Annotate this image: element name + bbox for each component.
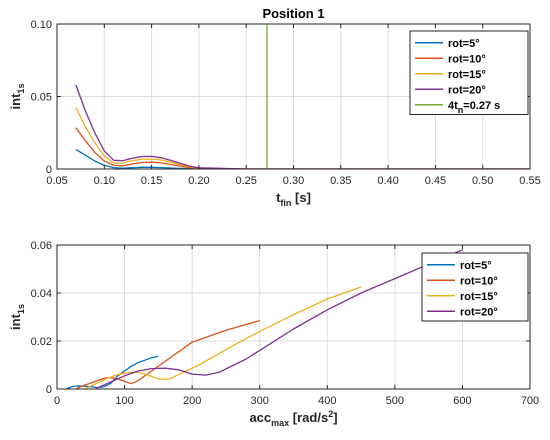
series-line-4 [95,249,463,389]
chart-panel-1: 0.05 0.10 0.15 0.20 0.25 0.30 0.35 0.40 0.45 0.50… [8,6,541,208]
y-tick-label: 0 [46,384,52,396]
x-axis-label: tfin [s] [276,190,311,208]
chart-panel-2: 0 100 200 300 400 500 600 700 0 0.02 0.04 0.06 accma… [8,240,539,428]
label-part: ] [333,410,337,425]
legend-label-1: rot=5° [460,260,492,272]
axes-box [56,244,531,390]
x-tick-label: 0.05 [46,175,67,187]
legend: rot=5° rot=10° rot=15° rot=20° [421,252,529,322]
x-tick-label: 0.25 [235,175,256,187]
legend-label-2: rot=10° [460,275,498,287]
x-tick-label: 200 [183,395,201,407]
legend-label-2: rot=10° [448,53,486,65]
label-part: rot=10° [448,53,486,65]
x-tick-label: 0.55 [519,175,540,187]
x-tick-label: 400 [318,395,336,407]
label-part: max [271,418,289,428]
label-part: [s] [291,190,311,205]
x-axis-label: accmax [rad/s2] [249,409,337,428]
label-part: 1s [16,84,26,94]
x-tick-label: 0.20 [188,175,209,187]
label-part: 1s [16,304,26,314]
legend-label-4: rot=20° [460,306,498,318]
legend-label-5: 4tn=0.27 s [448,100,500,115]
label-part: 2 [328,409,333,419]
y-tick-label: 0 [46,164,52,176]
x-tick-label: 700 [521,395,539,407]
label-part: 4t [448,100,458,112]
x-tick-label: 0.15 [141,175,162,187]
label-part: rot=5° [448,38,480,50]
label-part: rot=15° [460,291,498,303]
y-tick-label: 0.04 [31,288,52,300]
y-tick-label: 0.05 [31,92,52,104]
x-tick-label: 0.40 [377,175,398,187]
label-part: =0.27 s [463,100,500,112]
series-line-2 [76,319,260,389]
series-group [66,249,463,389]
y-tick-label: 0.02 [31,336,52,348]
label-part: acc [249,410,271,425]
y-axis-label: int1s [8,84,26,110]
x-tick-label: 0.35 [330,175,351,187]
label-part: rot=15° [448,69,486,81]
x-tick-label: 0.45 [425,175,446,187]
series-line-1 [66,355,159,389]
label-part: rot=20° [448,84,486,96]
y-axis-label: int1s [8,304,26,330]
legend-label-3: rot=15° [460,291,498,303]
label-part: rot=5° [460,260,492,272]
label-part: t [276,190,281,205]
x-tick-label: 100 [115,395,133,407]
series-line-4 [75,84,530,169]
x-tick-label: 0.30 [283,175,304,187]
series-line-2 [75,127,530,169]
y-tick-label: 0.10 [31,19,52,31]
x-tick-label: 500 [386,395,404,407]
label-part: rot=10° [460,275,498,287]
label-part: rot=20° [460,306,498,318]
legend: rot=5° rot=10° rot=15° rot=20° 4tn=0.27 s [409,30,529,115]
y-tick-label: 0.06 [31,240,52,252]
x-tick-label: 0.50 [472,175,493,187]
series-line-3 [85,286,362,389]
legend-box [409,30,529,115]
label-part: int [8,93,23,110]
x-tick-label: 600 [453,395,471,407]
x-tick-label: 0 [54,395,60,407]
x-tick-label: 0.10 [94,175,115,187]
label-part: fin [280,198,291,208]
chart-title: Position 1 [262,6,324,21]
legend-label-1: rot=5° [448,38,480,50]
x-tick-label: 300 [251,395,269,407]
series-line-3 [75,107,530,169]
label-part: [rad/s [289,410,328,425]
label-part: n [458,105,464,115]
legend-label-4: rot=20° [448,84,486,96]
legend-label-3: rot=15° [448,69,486,81]
label-part: int [8,313,23,330]
